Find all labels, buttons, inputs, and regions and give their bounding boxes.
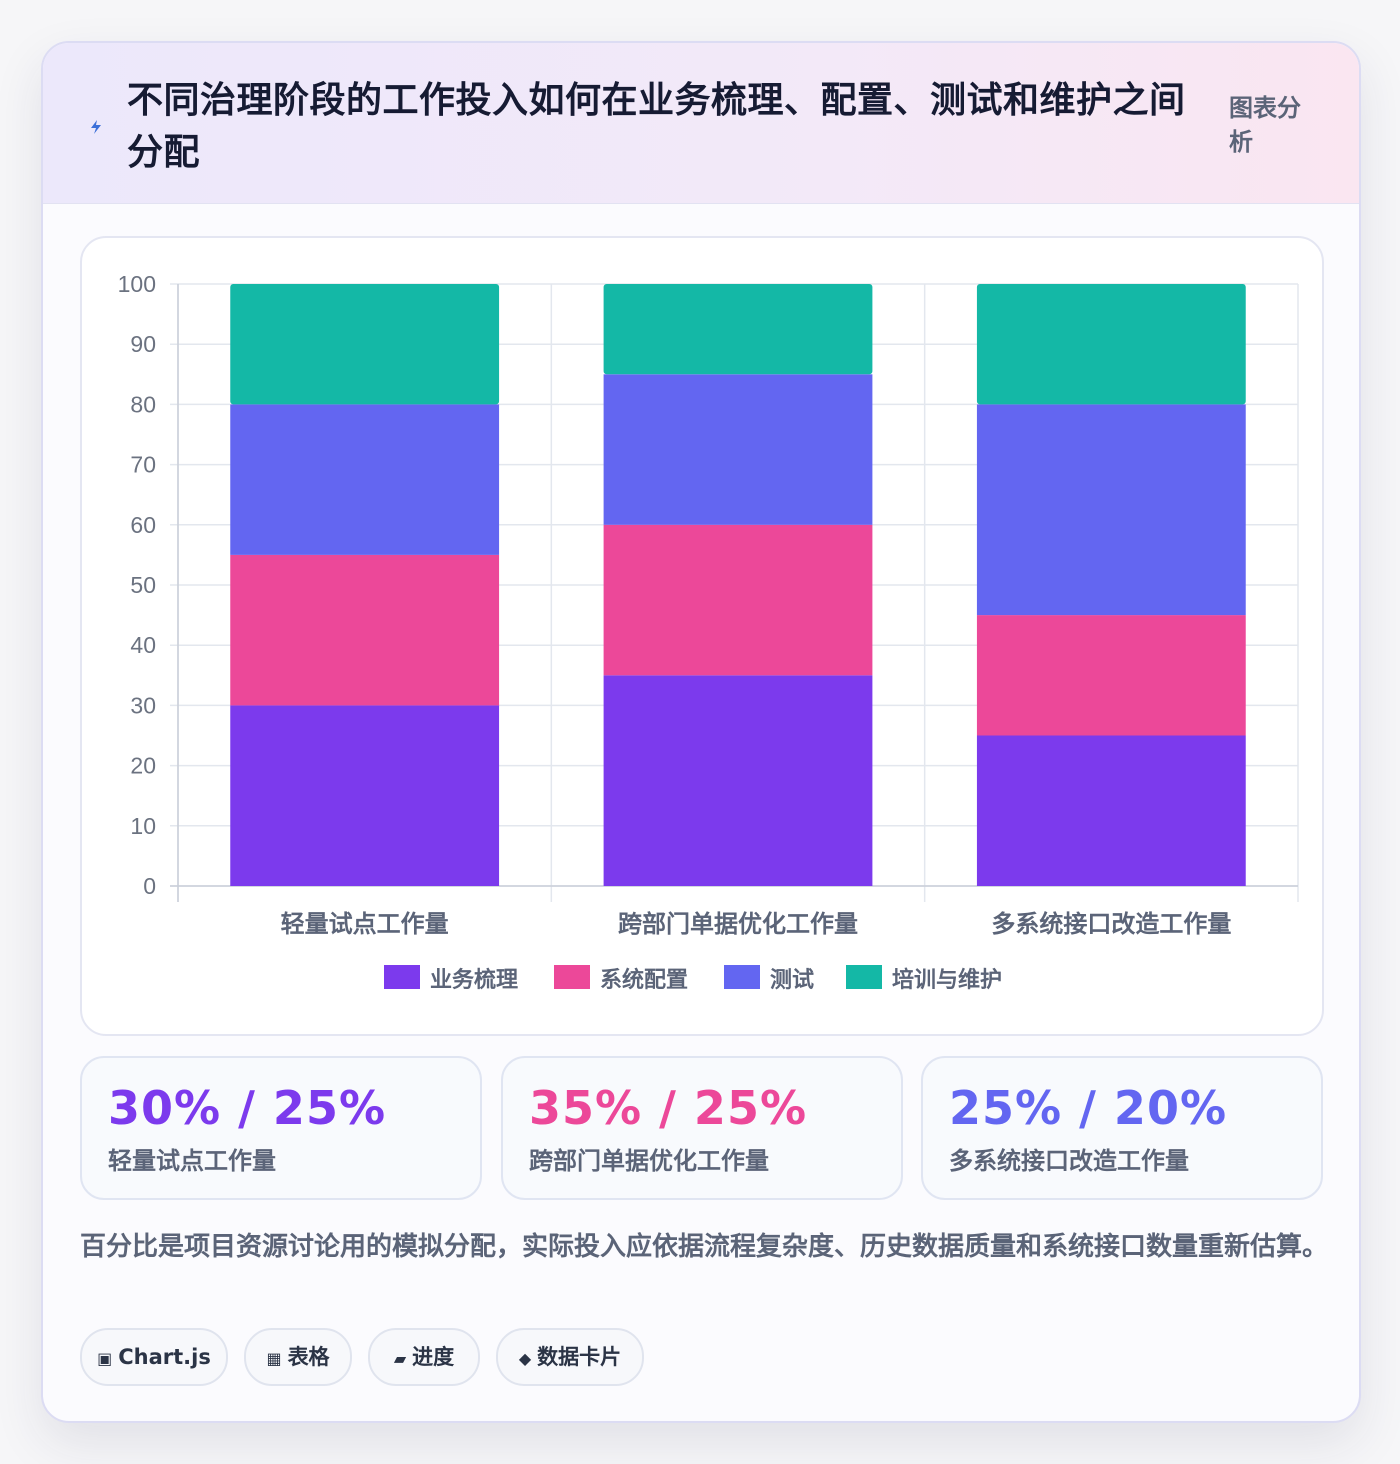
tag-label: 数据卡片 bbox=[537, 1345, 622, 1369]
stat-label: 轻量试点工作量 bbox=[108, 1147, 276, 1175]
stat-label: 多系统接口改造工作量 bbox=[949, 1147, 1189, 1175]
bar-segment bbox=[603, 284, 873, 375]
x-tick-label: 轻量试点工作量 bbox=[281, 910, 449, 938]
bar-segment bbox=[230, 284, 500, 405]
bar-segment bbox=[230, 554, 500, 706]
tag-data-card[interactable]: ◆ 数据卡片 bbox=[496, 1328, 644, 1386]
legend-label: 业务梳理 bbox=[430, 967, 518, 993]
progress-icon: ▰ bbox=[393, 1349, 407, 1368]
bar-segment bbox=[230, 404, 500, 555]
legend-label: 培训与维护 bbox=[892, 967, 1002, 993]
y-tick-label: 100 bbox=[118, 271, 156, 297]
stat-value: 25% / 20% bbox=[949, 1081, 1228, 1135]
stacked-bar-chart: 0 10 20 30 40 50 60 70 80 90 100 轻量试点工作量 跨部门单据优化工作量 多… bbox=[118, 271, 1299, 993]
y-tick-label: 90 bbox=[130, 331, 156, 357]
bar-segment bbox=[603, 524, 873, 676]
y-tick-label: 30 bbox=[130, 692, 156, 718]
stat-label: 跨部门单据优化工作量 bbox=[529, 1147, 769, 1175]
tag-progress[interactable]: ▰ 进度 bbox=[368, 1328, 480, 1386]
bar-segment bbox=[976, 284, 1246, 405]
stat-value: 30% / 25% bbox=[108, 1081, 387, 1135]
legend-swatch bbox=[846, 965, 882, 989]
stat-card: 25% / 20% 多系统接口改造工作量 bbox=[921, 1056, 1323, 1200]
bar-segment bbox=[230, 705, 500, 886]
table-icon: ▦ bbox=[266, 1349, 282, 1368]
chart-container: 0 10 20 30 40 50 60 70 80 90 100 轻量试点工作量 跨部门单据优化工作量 多… bbox=[80, 236, 1324, 1036]
bar-segment bbox=[603, 675, 873, 886]
y-tick-label: 20 bbox=[130, 753, 156, 779]
y-tick-label: 60 bbox=[130, 512, 156, 538]
page-title: 不同治理阶段的工作投入如何在业务梳理、配置、测试和维护之间分配 bbox=[127, 80, 1186, 173]
lightning-icon bbox=[91, 120, 101, 134]
y-tick-label: 40 bbox=[130, 632, 156, 658]
footnote: 百分比是项目资源讨论用的模拟分配，实际投入应依据流程复杂度、历史数据质量和系统接… bbox=[80, 1232, 1329, 1262]
analysis-badge: 图表分析 bbox=[1229, 94, 1301, 156]
tag-table[interactable]: ▦ 表格 bbox=[244, 1328, 352, 1386]
card-header: 不同治理阶段的工作投入如何在业务梳理、配置、测试和维护之间分配 图表分析 bbox=[43, 43, 1359, 204]
tag-chartjs[interactable]: ▣ Chart.js bbox=[80, 1328, 228, 1386]
legend-swatch bbox=[554, 965, 590, 989]
x-tick-label: 跨部门单据优化工作量 bbox=[618, 910, 858, 938]
bar-segment bbox=[976, 615, 1246, 736]
legend-label: 系统配置 bbox=[600, 967, 688, 993]
chart-icon: ▣ bbox=[97, 1349, 113, 1368]
bar-segment bbox=[976, 735, 1246, 886]
tag-label: 表格 bbox=[287, 1345, 330, 1369]
stat-value: 35% / 25% bbox=[529, 1081, 808, 1135]
x-tick-label: 多系统接口改造工作量 bbox=[991, 910, 1231, 938]
y-tick-label: 0 bbox=[143, 873, 156, 899]
legend-swatch bbox=[384, 965, 420, 989]
legend-label: 测试 bbox=[770, 968, 814, 993]
legend-swatch bbox=[724, 965, 760, 989]
y-tick-label: 80 bbox=[130, 391, 156, 417]
tag-label: 进度 bbox=[412, 1345, 455, 1369]
bar-segment bbox=[976, 404, 1246, 616]
y-tick-label: 70 bbox=[130, 452, 156, 478]
card-icon: ◆ bbox=[518, 1349, 532, 1368]
chart-card: 不同治理阶段的工作投入如何在业务梳理、配置、测试和维护之间分配 图表分析 0 10… bbox=[41, 41, 1361, 1423]
y-tick-label: 10 bbox=[130, 813, 156, 839]
stat-card: 35% / 25% 跨部门单据优化工作量 bbox=[501, 1056, 903, 1200]
stat-card: 30% / 25% 轻量试点工作量 bbox=[80, 1056, 482, 1200]
tag-label: Chart.js bbox=[118, 1345, 211, 1369]
y-tick-label: 50 bbox=[130, 572, 156, 598]
bar-segment bbox=[603, 374, 873, 525]
